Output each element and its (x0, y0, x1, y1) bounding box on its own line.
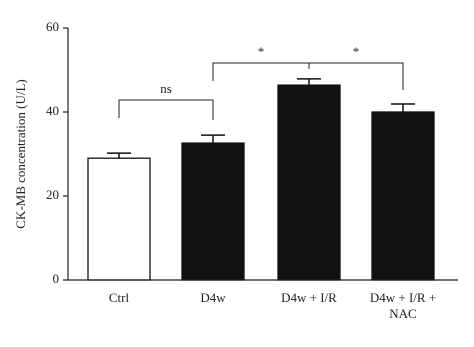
error-bar (107, 152, 131, 159)
significance-label: * (353, 44, 360, 59)
y-axis-label: CK-MB concentration (U/L) (13, 79, 28, 228)
error-bar (201, 134, 225, 144)
y-tick-label: 60 (46, 19, 59, 34)
x-tick-label: Ctrl (108, 290, 130, 305)
bar (371, 111, 435, 281)
significance-label: ns (160, 81, 172, 96)
y-tick-label: 20 (46, 187, 59, 202)
x-tick-label: D4w + I/R + NAC (369, 290, 437, 321)
y-tick-label: 40 (46, 103, 59, 118)
x-tick-label: D4w (200, 290, 226, 305)
error-bar (297, 78, 321, 86)
bar (277, 84, 341, 281)
significance-bracket (308, 62, 404, 90)
bar (181, 142, 245, 281)
y-tick-label: 0 (53, 271, 60, 286)
significance-label: * (258, 44, 265, 59)
significance-bracket (212, 62, 310, 81)
x-tick-label: D4w + I/R (281, 290, 337, 305)
bar (87, 157, 151, 281)
error-bar (391, 103, 415, 112)
significance-bracket (118, 99, 214, 120)
